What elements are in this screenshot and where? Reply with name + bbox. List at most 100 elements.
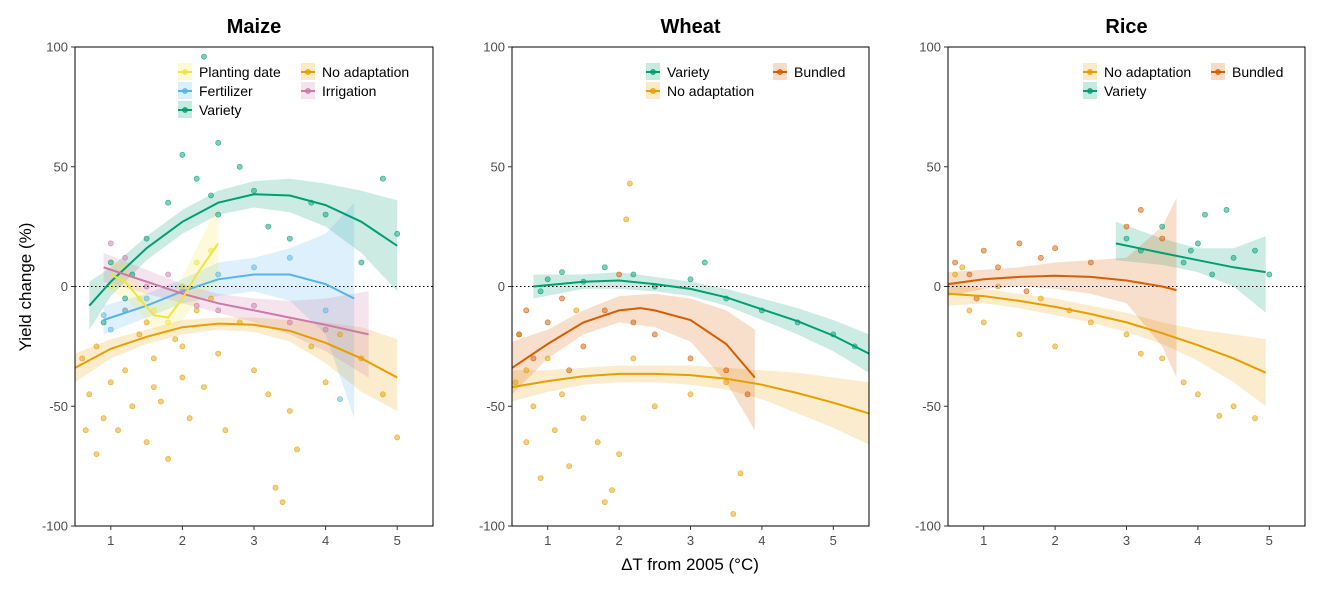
data-point-no-adaptation	[179, 343, 186, 350]
data-point-no-adaptation	[544, 355, 551, 362]
data-point-bundled	[1159, 235, 1166, 242]
data-point-variety	[200, 53, 207, 60]
data-point-variety	[687, 276, 694, 283]
data-point-no-adaptation	[1180, 379, 1187, 386]
y-tick-label: 50	[54, 159, 68, 174]
x-tick-label: 5	[1266, 533, 1273, 548]
panel-title-wheat: Wheat	[661, 16, 721, 38]
ci-ribbon-no-adaptation	[75, 317, 398, 411]
y-tick-label: -100	[915, 519, 941, 534]
data-point-planting-date	[165, 319, 171, 326]
data-point-variety	[1209, 271, 1216, 278]
data-point-irrigation	[322, 326, 329, 333]
data-point-no-adaptation	[1159, 355, 1166, 362]
legend-key-point	[650, 69, 656, 75]
data-point-bundled	[601, 307, 608, 314]
x-tick-label: 4	[1194, 533, 1201, 548]
data-point-no-adaptation	[322, 379, 329, 386]
data-point-variety	[1195, 240, 1201, 247]
legend-key-point	[1087, 69, 1093, 75]
x-tick-label: 5	[394, 533, 401, 548]
panel-title-rice: Rice	[1105, 16, 1147, 38]
data-point-fertilizer	[286, 254, 293, 261]
fit-line-no-adaptation	[512, 372, 869, 415]
legend-item-planting-date: Planting date	[178, 63, 281, 80]
legend-item-no-adaptation: No adaptation	[646, 82, 754, 99]
data-point-no-adaptation	[172, 336, 179, 343]
y-tick-label: -100	[479, 519, 505, 534]
legend-key-point	[777, 69, 783, 75]
data-point-no-adaptation	[279, 499, 286, 505]
data-point-no-adaptation	[512, 379, 519, 386]
data-point-irrigation	[193, 302, 200, 309]
legend-item-variety: Variety	[1083, 82, 1147, 99]
fit-line-variety	[1115, 242, 1266, 274]
y-axis-title: Yield change (%)	[16, 223, 35, 352]
data-point-no-adaptation	[723, 379, 730, 386]
ci-ribbon-bundled	[512, 293, 755, 431]
data-point-variety	[100, 319, 107, 326]
data-point-no-adaptation	[1252, 415, 1258, 422]
panel-maize: Maize -100 -50 0 50 100 1 2 3 4 5 Planting date Fert…	[42, 16, 434, 548]
data-point-variety	[1159, 223, 1166, 230]
legend-label: Bundled	[1232, 64, 1283, 80]
data-point-no-adaptation	[294, 446, 300, 453]
x-axis-title: ΔT from 2005 (°C)	[621, 555, 759, 574]
data-point-no-adaptation	[107, 379, 114, 386]
data-point-no-adaptation	[379, 391, 386, 398]
data-point-variety	[1252, 247, 1258, 254]
data-point-no-adaptation	[1230, 403, 1237, 410]
x-tick-label: 4	[322, 533, 329, 548]
legend-item-irrigation: Irrigation	[301, 82, 376, 99]
data-point-variety	[1230, 254, 1237, 261]
legend-label: No adaptation	[322, 64, 409, 80]
ci-ribbon-bundled	[948, 197, 1177, 378]
data-point-variety	[379, 175, 386, 182]
data-point-no-adaptation	[1123, 331, 1130, 338]
data-point-no-adaptation	[623, 216, 630, 223]
data-point-no-adaptation	[93, 343, 100, 350]
data-point-planting-date	[150, 307, 157, 314]
data-point-variety	[394, 230, 401, 237]
data-point-no-adaptation	[143, 319, 150, 326]
legend-key-point	[305, 69, 311, 75]
legend-label: Bundled	[794, 64, 845, 80]
data-point-bundled	[1137, 206, 1144, 213]
x-tick-label: 2	[179, 533, 186, 548]
y-tick-label: 100	[46, 40, 68, 55]
data-point-no-adaptation	[573, 307, 580, 314]
data-point-no-adaptation	[651, 403, 658, 410]
data-point-variety	[122, 295, 128, 302]
data-point-irrigation	[286, 319, 293, 326]
data-point-variety	[1223, 206, 1230, 213]
ci-ribbon-no-adaptation	[948, 281, 1266, 407]
data-point-no-adaptation	[272, 484, 279, 491]
data-point-bundled	[966, 271, 973, 278]
data-point-variety	[179, 151, 186, 158]
data-point-no-adaptation	[215, 350, 222, 357]
legend-key-point	[305, 88, 311, 94]
data-point-variety	[1187, 247, 1194, 254]
data-point-variety	[215, 139, 222, 146]
legend-label: Irrigation	[322, 83, 376, 99]
data-point-fertilizer	[143, 295, 150, 302]
data-point-no-adaptation	[530, 403, 537, 410]
data-point-no-adaptation	[952, 271, 958, 278]
data-point-bundled	[1052, 245, 1058, 252]
y-tick-label: 100	[919, 40, 941, 55]
legend-key-point	[182, 107, 188, 113]
fit-line-no-adaptation	[75, 322, 398, 379]
data-point-variety	[107, 259, 114, 266]
data-point-no-adaptation	[143, 439, 150, 446]
data-point-no-adaptation	[200, 384, 207, 390]
data-point-fertilizer	[100, 312, 107, 319]
data-point-variety	[1180, 259, 1187, 266]
data-point-bundled	[1023, 288, 1030, 295]
y-tick-label: 0	[498, 279, 505, 294]
x-tick-label: 3	[687, 533, 694, 548]
data-point-no-adaptation	[136, 331, 143, 338]
data-point-no-adaptation	[150, 384, 157, 390]
data-point-no-adaptation	[129, 403, 136, 410]
data-point-no-adaptation	[687, 391, 694, 398]
data-point-variety	[286, 235, 293, 242]
